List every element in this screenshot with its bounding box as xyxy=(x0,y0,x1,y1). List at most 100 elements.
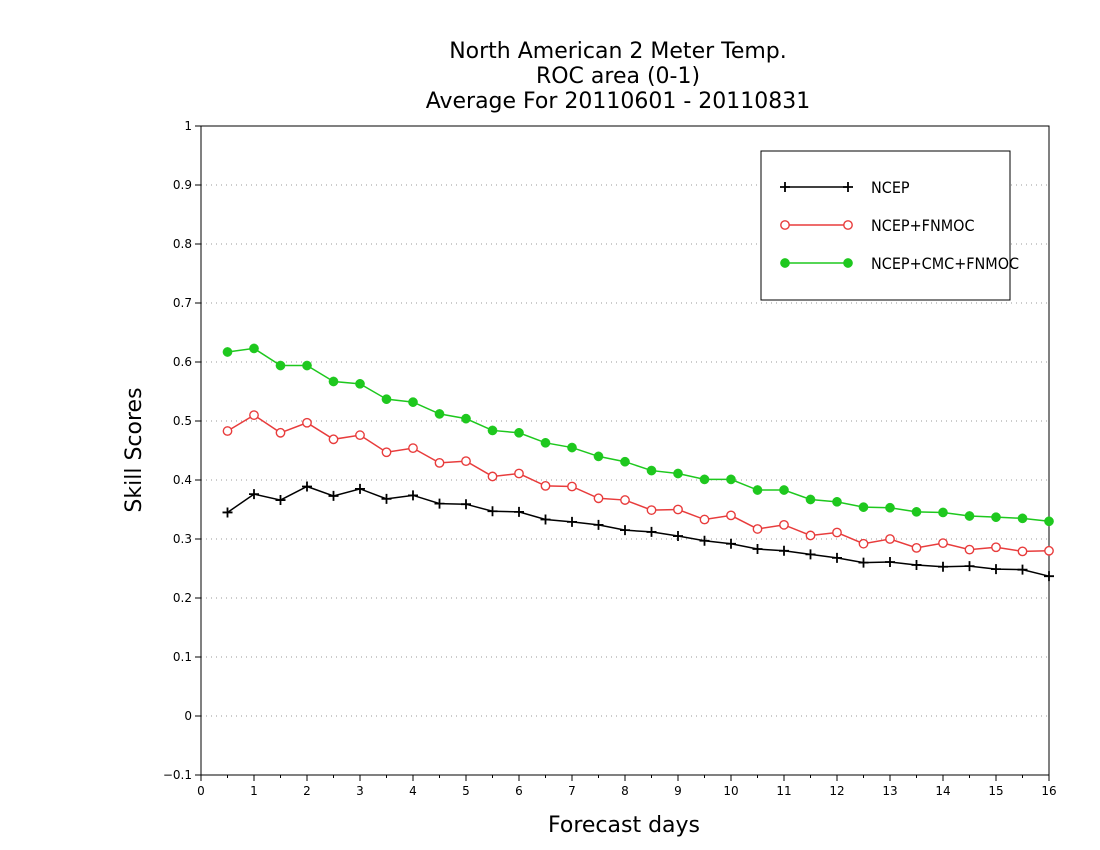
data-point xyxy=(938,538,948,549)
data-point xyxy=(514,427,524,438)
data-point xyxy=(885,534,895,544)
y-tick-label: 0.9 xyxy=(173,178,192,192)
data-point xyxy=(540,480,551,491)
x-tick-label: 8 xyxy=(621,784,629,798)
x-tick-label: 14 xyxy=(935,784,950,798)
legend-item: NCEP+CMC+FNMOC xyxy=(780,254,1019,273)
data-point xyxy=(355,430,365,441)
data-point xyxy=(593,493,604,504)
data-point xyxy=(964,511,975,521)
data-point xyxy=(249,410,259,420)
data-point xyxy=(938,507,948,518)
data-point xyxy=(911,542,922,553)
x-tick-label: 10 xyxy=(723,784,738,798)
x-tick-label: 16 xyxy=(1041,784,1056,798)
data-point xyxy=(699,514,710,525)
data-point xyxy=(752,485,763,495)
legend: NCEP NCEP+FNMOC NCEP+CMC+FNMOC xyxy=(760,150,1019,301)
legend-item: NCEP xyxy=(780,178,910,197)
data-point xyxy=(355,483,365,494)
data-point xyxy=(540,437,551,448)
y-tick-label: 0 xyxy=(184,709,192,723)
data-point xyxy=(275,360,286,371)
data-point xyxy=(222,347,233,357)
series-line xyxy=(227,347,1050,523)
data-point xyxy=(434,409,445,419)
data-point xyxy=(673,468,683,479)
data-point xyxy=(832,496,842,507)
y-tick-label: 0.8 xyxy=(173,237,192,251)
legend-label: NCEP+FNMOC xyxy=(871,216,975,235)
y-tick-label: 0.7 xyxy=(173,296,192,310)
data-point xyxy=(461,499,471,510)
data-point xyxy=(328,490,339,501)
data-point xyxy=(843,182,853,192)
data-point xyxy=(567,516,577,527)
data-point xyxy=(381,394,392,405)
data-point xyxy=(514,468,524,479)
data-point xyxy=(355,378,365,389)
data-point xyxy=(514,506,524,517)
data-point xyxy=(726,538,736,549)
data-point xyxy=(620,525,630,536)
x-tick-label: 2 xyxy=(303,784,311,798)
data-point xyxy=(991,564,1001,575)
x-tick-label: 1 xyxy=(250,784,258,798)
data-point xyxy=(1017,564,1028,575)
data-point xyxy=(726,474,736,485)
data-point xyxy=(726,510,736,521)
data-point xyxy=(780,220,790,230)
data-point xyxy=(779,519,789,530)
data-point xyxy=(222,507,233,518)
data-point xyxy=(843,220,853,230)
y-tick-label: 0.3 xyxy=(173,532,192,546)
chart-title: North American 2 Meter Temp. ROC area (0… xyxy=(426,39,811,114)
data-point xyxy=(461,456,471,467)
x-axis-label: Forecast days xyxy=(548,813,700,838)
data-point xyxy=(249,489,259,500)
series-line xyxy=(227,485,1050,577)
y-axis-ticks: −0.1 0 0.1 0.2 0.3 0.4 0.5 0.6 0.7 0.8 0.9 1 xyxy=(163,119,201,782)
data-point xyxy=(328,376,339,387)
data-point xyxy=(991,542,1001,553)
y-tick-label: 0.6 xyxy=(173,355,192,369)
data-point xyxy=(540,514,551,525)
y-tick-label: 0.4 xyxy=(173,473,192,487)
data-point xyxy=(275,495,286,506)
data-point xyxy=(1017,513,1028,524)
y-tick-label: 0.5 xyxy=(173,414,192,428)
title-line-2: ROC area (0-1) xyxy=(536,64,700,89)
series-group xyxy=(222,343,1054,582)
data-point xyxy=(911,507,922,517)
data-point xyxy=(699,474,710,485)
series-ncep-cmc-fnmoc xyxy=(222,343,1054,527)
data-point xyxy=(752,524,763,534)
data-point xyxy=(1044,571,1054,582)
legend-item: NCEP+FNMOC xyxy=(780,216,975,235)
data-point xyxy=(1017,546,1028,557)
data-point xyxy=(487,425,498,436)
data-point xyxy=(434,498,445,509)
data-point xyxy=(620,456,630,467)
data-point xyxy=(673,531,683,542)
x-axis-ticks: 0 1 2 3 4 5 6 7 8 9 10 11 12 13 14 15 16 xyxy=(197,775,1057,798)
x-tick-label: 11 xyxy=(776,784,791,798)
data-point xyxy=(805,549,816,560)
title-line-3: Average For 20110601 - 20110831 xyxy=(426,89,811,114)
data-point xyxy=(964,544,975,555)
data-point xyxy=(302,360,312,371)
y-axis-label: Skill Scores xyxy=(122,387,147,512)
data-point xyxy=(646,505,657,515)
x-tick-label: 12 xyxy=(829,784,844,798)
data-point xyxy=(408,490,418,501)
data-point xyxy=(858,557,869,568)
data-point xyxy=(805,530,816,541)
data-point xyxy=(487,471,498,482)
data-point xyxy=(832,552,842,563)
data-point xyxy=(408,397,418,407)
x-tick-label: 9 xyxy=(674,784,682,798)
data-point xyxy=(275,427,286,438)
x-tick-label: 6 xyxy=(515,784,523,798)
x-tick-label: 7 xyxy=(568,784,576,798)
title-line-1: North American 2 Meter Temp. xyxy=(449,39,787,64)
